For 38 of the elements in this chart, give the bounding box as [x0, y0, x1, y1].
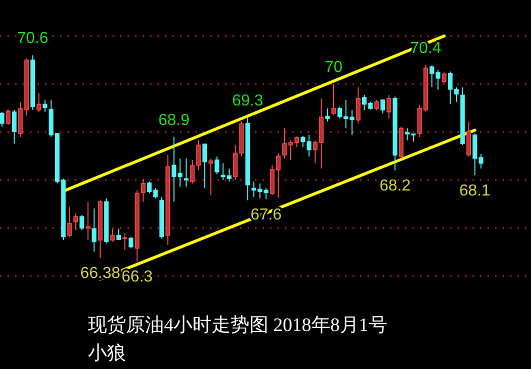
- candlestick: [36, 92, 42, 112]
- candlestick: [140, 178, 146, 202]
- candlestick: [0, 111, 4, 128]
- candlestick: [325, 108, 330, 122]
- annotation: 70.6: [17, 30, 48, 48]
- candlestick: [202, 143, 207, 189]
- candlestick: [80, 214, 84, 231]
- annotation: 69.3: [232, 92, 264, 110]
- text: 现货原油4小时走势图 2018年8月1号: [88, 315, 388, 336]
- candlestick: [42, 99, 48, 112]
- annotation: 66.3: [122, 268, 153, 286]
- annotation: 70: [324, 59, 343, 76]
- candlestick: [196, 140, 201, 170]
- annotation: 68.1: [459, 182, 491, 200]
- candlestick: [73, 212, 78, 231]
- annotation: 68.9: [158, 112, 190, 129]
- candlestick: [264, 188, 268, 200]
- candlestick: [86, 201, 90, 241]
- candlestick: [442, 72, 446, 84]
- text: 小狼: [88, 343, 126, 364]
- candlestick: [128, 236, 134, 249]
- candlestick: [214, 156, 220, 175]
- annotation: 70.4: [410, 40, 442, 57]
- candlestick: [331, 84, 336, 116]
- candlestick: [208, 158, 214, 196]
- candlestick: [380, 98, 386, 114]
- candlestick: [356, 86, 360, 124]
- candlestick: [374, 99, 379, 110]
- annotation: 68.2: [379, 177, 411, 194]
- candlestick: [466, 120, 472, 158]
- candlestick: [190, 159, 195, 184]
- candlestick: [92, 208, 96, 252]
- candlestick: [67, 206, 72, 238]
- candlestick: [6, 108, 10, 126]
- candlestick: [184, 158, 189, 188]
- candlestick: [12, 109, 17, 144]
- candlestick: [110, 228, 115, 242]
- candlestick: [386, 94, 392, 120]
